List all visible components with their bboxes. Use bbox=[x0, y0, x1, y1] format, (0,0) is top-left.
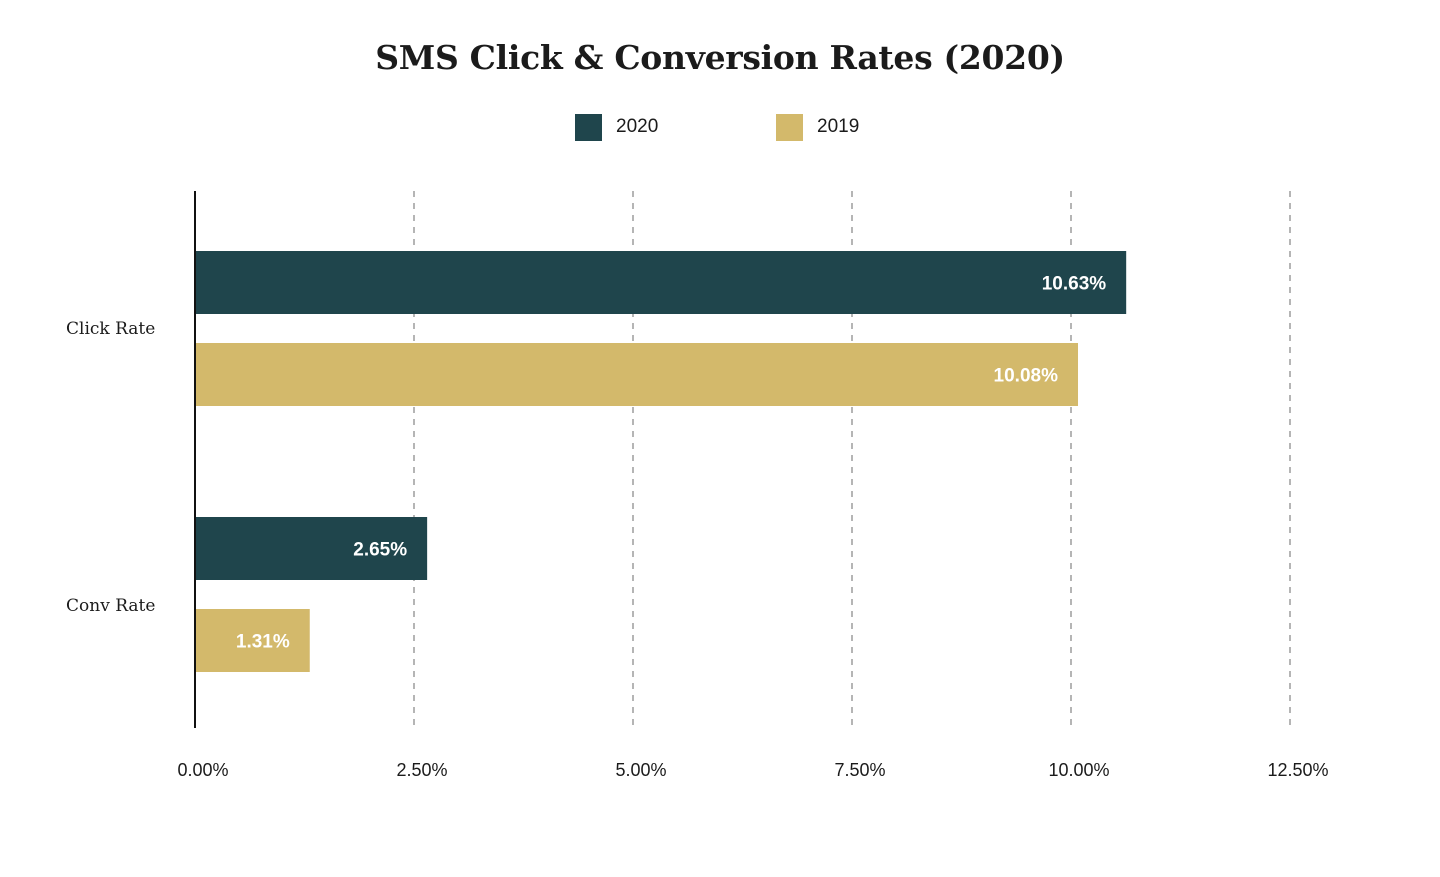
x-tick-label-2: 5.00% bbox=[615, 760, 666, 780]
chart-title: SMS Click & Conversion Rates (2020) bbox=[375, 38, 1065, 77]
x-tick-label-3: 7.50% bbox=[834, 760, 885, 780]
legend-swatch-2019 bbox=[776, 114, 803, 141]
data-label-click-rate-2019: 10.08% bbox=[994, 366, 1059, 387]
category-label-conv-rate: Conv Rate bbox=[66, 596, 155, 616]
category-label-click-rate: Click Rate bbox=[66, 319, 155, 339]
data-label-conv-rate-2020: 2.65% bbox=[353, 540, 407, 561]
legend-swatch-2020 bbox=[575, 114, 602, 141]
data-label-click-rate-2020: 10.63% bbox=[1042, 274, 1107, 295]
x-tick-label-0: 0.00% bbox=[177, 760, 228, 780]
legend: 2020 2019 bbox=[0, 114, 1440, 142]
bar-click-rate-2020 bbox=[195, 251, 1127, 314]
legend-label-2020: 2020 bbox=[616, 116, 659, 137]
bar-conv-rate-2019 bbox=[195, 609, 310, 672]
bar-click-rate-2019 bbox=[195, 343, 1079, 406]
bar-conv-rate-2020 bbox=[195, 517, 428, 580]
x-tick-label-4: 10.00% bbox=[1048, 760, 1109, 780]
x-tick-label-5: 12.50% bbox=[1267, 760, 1328, 780]
legend-label-2019: 2019 bbox=[817, 116, 860, 137]
x-tick-label-1: 2.50% bbox=[396, 760, 447, 780]
data-label-conv-rate-2019: 1.31% bbox=[236, 632, 290, 653]
